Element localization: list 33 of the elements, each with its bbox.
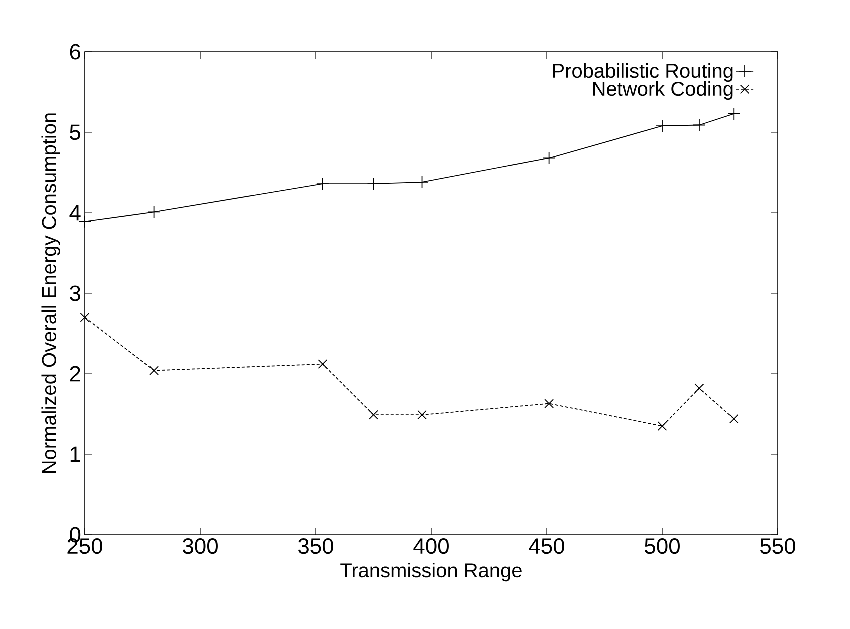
- x-tick-label: 500: [645, 538, 680, 554]
- point: [80, 312, 90, 322]
- point: [418, 410, 427, 420]
- point: [544, 399, 554, 408]
- x-tick-label: 350: [298, 538, 334, 554]
- y-tick-label: 5: [70, 124, 81, 140]
- y-tick-label: 2: [70, 366, 80, 382]
- y-axis-title: Normalized Overall Energy Consumption: [42, 114, 60, 474]
- y-tick-label: 3: [70, 286, 81, 302]
- y-tick-label: 1: [70, 446, 80, 462]
- point: [316, 178, 330, 190]
- y-tick-label: 6: [70, 44, 81, 60]
- point: [148, 206, 161, 219]
- point: [369, 410, 378, 420]
- point: [367, 178, 380, 190]
- legend-label: Probabilistic Routing: [553, 63, 733, 82]
- point: [658, 422, 668, 432]
- point: [729, 414, 739, 424]
- legend-label: Network Coding: [593, 81, 733, 100]
- point: [694, 384, 704, 394]
- x-tick-label: 450: [529, 538, 564, 554]
- point: [318, 360, 328, 370]
- point: [656, 120, 669, 133]
- point: [693, 118, 706, 132]
- x-tick-label: 400: [414, 538, 449, 554]
- x-axis-title: Transmission Range: [340, 562, 522, 582]
- x-tick-label: 550: [760, 538, 796, 554]
- point: [542, 152, 556, 165]
- point: [728, 108, 741, 120]
- point: [416, 176, 429, 189]
- x-tick-label: 300: [182, 538, 218, 554]
- y-tick-label: 4: [70, 205, 81, 221]
- point: [150, 366, 159, 376]
